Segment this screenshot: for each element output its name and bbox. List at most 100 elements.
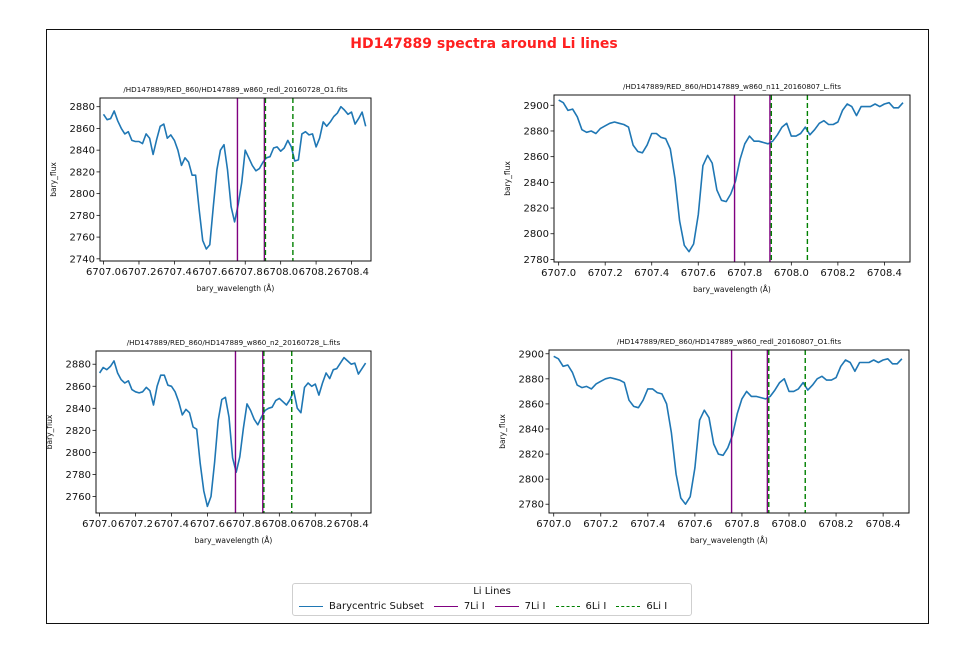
legend-swatch-6li	[616, 606, 641, 607]
legend-entry-6li-1: 6Li I	[555, 601, 607, 612]
x-tick-label: 6708.2	[819, 519, 854, 530]
y-tick-label: 2780	[66, 470, 91, 481]
x-tick-label: 6708.4	[334, 267, 369, 278]
subplot-title: /HD147889/RED_860/HD147889_w860_redl_201…	[123, 85, 348, 94]
y-tick-label: 2800	[524, 229, 549, 240]
x-tick-label: 6707.4	[157, 267, 192, 278]
y-axis-label: bary_flux	[498, 414, 507, 449]
x-tick-label: 6707.4	[634, 268, 669, 279]
y-tick-label: 2860	[519, 399, 544, 410]
x-tick-label: 6707.0	[541, 268, 576, 279]
x-axis-label: bary_wavelength (Å)	[195, 536, 273, 545]
y-tick-label: 2880	[519, 374, 544, 385]
x-axis-label: bary_wavelength (Å)	[693, 285, 771, 294]
legend-label: 7Li I	[463, 601, 485, 612]
legend-entries: Barycentric Subset 7Li I 7Li I 6Li I 6Li…	[299, 601, 687, 612]
y-tick-label: 2860	[524, 152, 549, 163]
legend-entry-6li-2: 6Li I	[616, 601, 667, 612]
x-tick-label: 6707.8	[724, 519, 759, 530]
legend: Li Lines Barycentric Subset 7Li I 7Li I …	[292, 583, 692, 616]
plot-frame	[99, 97, 372, 262]
x-tick-label: 6707.2	[121, 267, 156, 278]
legend-label: 6Li I	[585, 601, 607, 612]
x-axis-label: bary_wavelength (Å)	[690, 536, 768, 545]
subplot-title: /HD147889/RED_860/HD147889_w860_n2_20160…	[127, 338, 341, 347]
y-tick-label: 2880	[524, 126, 549, 137]
x-tick-label: 6707.2	[583, 519, 618, 530]
legend-entry-7li-2: 7Li I	[494, 601, 546, 612]
subplot-title: /HD147889/RED_860/HD147889_w860_n11_2016…	[623, 82, 841, 91]
subplot-title: /HD147889/RED_860/HD147889_w860_redl_201…	[617, 337, 842, 346]
y-tick-label: 2780	[70, 211, 95, 222]
x-tick-label: 6708.0	[774, 268, 809, 279]
y-tick-label: 2780	[519, 500, 544, 511]
x-tick-label: 6707.6	[192, 267, 227, 278]
x-axis-label: bary_wavelength (Å)	[197, 284, 275, 293]
y-axis-label: bary_flux	[49, 162, 58, 197]
x-tick-label: 6707.8	[228, 267, 263, 278]
subplot-4: /HD147889/RED_860/HD147889_w860_redl_201…	[498, 337, 910, 545]
x-tick-label: 6707.4	[154, 519, 189, 530]
x-tick-label: 6707.4	[630, 519, 665, 530]
y-tick-label: 2740	[70, 254, 95, 265]
x-tick-label: 6707.8	[727, 268, 762, 279]
y-tick-label: 2900	[524, 101, 549, 112]
legend-title: Li Lines	[473, 586, 511, 597]
x-tick-label: 6708.0	[262, 519, 297, 530]
x-tick-label: 6707.0	[82, 519, 117, 530]
legend-swatch-series	[299, 606, 323, 607]
flux-series-line	[98, 356, 367, 508]
y-tick-label: 2760	[66, 492, 91, 503]
plot-frame	[548, 349, 910, 514]
y-axis-label: bary_flux	[503, 161, 512, 196]
x-tick-label: 6707.6	[190, 519, 225, 530]
x-tick-label: 6708.4	[867, 268, 902, 279]
subplot-1: /HD147889/RED_860/HD147889_w860_redl_201…	[49, 85, 372, 293]
plot-frame	[95, 350, 372, 514]
legend-entry-barycentric: Barycentric Subset	[299, 601, 424, 612]
x-tick-label: 6707.2	[118, 519, 153, 530]
legend-label: 6Li I	[646, 601, 668, 612]
x-tick-label: 6708.0	[263, 267, 298, 278]
figure-title: HD147889 spectra around Li lines	[350, 36, 618, 52]
flux-series-line	[558, 99, 904, 253]
legend-label: Barycentric Subset	[329, 601, 424, 612]
y-tick-label: 2820	[70, 167, 95, 178]
legend-swatch-7li	[494, 606, 519, 607]
y-tick-label: 2880	[70, 102, 95, 113]
y-tick-label: 2840	[519, 424, 544, 435]
y-axis-label: bary_flux	[45, 414, 54, 449]
x-tick-label: 6708.2	[299, 267, 334, 278]
x-tick-label: 6707.6	[681, 268, 716, 279]
subplot-2: /HD147889/RED_860/HD147889_w860_n11_2016…	[503, 82, 911, 294]
y-tick-label: 2860	[66, 382, 91, 393]
x-tick-label: 6707.0	[536, 519, 571, 530]
x-tick-label: 6707.6	[677, 519, 712, 530]
x-tick-label: 6708.4	[866, 519, 901, 530]
legend-entry-7li-1: 7Li I	[433, 601, 485, 612]
figure-frame	[46, 29, 929, 624]
y-tick-label: 2840	[524, 178, 549, 189]
subplot-3: /HD147889/RED_860/HD147889_w860_n2_20160…	[45, 338, 372, 545]
y-tick-label: 2840	[70, 146, 95, 157]
y-tick-label: 2820	[519, 450, 544, 461]
y-tick-label: 2880	[66, 360, 91, 371]
legend-swatch-6li	[555, 606, 580, 607]
x-tick-label: 6708.0	[772, 519, 807, 530]
y-tick-label: 2820	[524, 204, 549, 215]
y-tick-label: 2860	[70, 124, 95, 135]
y-tick-label: 2900	[519, 349, 544, 360]
y-tick-label: 2800	[70, 189, 95, 200]
flux-series-line	[553, 355, 903, 506]
x-tick-label: 6707.0	[86, 267, 121, 278]
y-tick-label: 2760	[70, 233, 95, 244]
plot-frame	[553, 94, 911, 263]
flux-series-line	[102, 105, 367, 250]
x-tick-label: 6707.2	[588, 268, 623, 279]
y-tick-label: 2800	[66, 448, 91, 459]
legend-label: 7Li I	[524, 601, 546, 612]
legend-swatch-7li	[433, 606, 458, 607]
y-tick-label: 2780	[524, 255, 549, 266]
x-tick-label: 6708.2	[298, 519, 333, 530]
